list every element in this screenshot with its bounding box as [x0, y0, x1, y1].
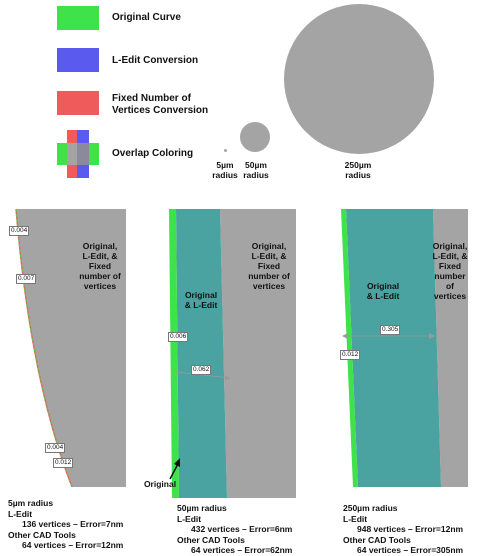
panel-50um: Original, L-Edit, & Fixed number of vert… [144, 209, 296, 498]
circle-5um-label: 5µm radius [212, 160, 238, 180]
measurement-label: 0.006 [168, 332, 189, 342]
legend-fixed-label-1: Fixed Number of [112, 93, 191, 104]
measurement-label: 0.305 [380, 325, 401, 335]
circle-50um [240, 122, 270, 152]
measurement-label: 0.004 [9, 226, 30, 236]
stats-250um: 250µm radius L-Edit 948 vertices – Error… [343, 503, 464, 555]
fixed-vertices-swatch [57, 91, 99, 115]
measurement-label: 0.012 [340, 350, 361, 360]
panel-250um-label: Original, L-Edit, & Fixed number of vert… [432, 241, 468, 301]
measurement-label: 0.062 [191, 365, 212, 375]
measurement-label: 0.004 [45, 443, 66, 453]
panel-50um-label: Original, L-Edit, & Fixed number of vert… [248, 241, 290, 291]
panel-250um: Original, L-Edit, & Fixed number of vert… [340, 209, 468, 487]
panel-50um-inner-label: Original & L-Edit [184, 290, 218, 310]
stats-50um: 50µm radius L-Edit 432 vertices – Error=… [177, 503, 293, 555]
original-arrow-label: Original [143, 479, 177, 489]
panel-50um-shape [169, 209, 296, 498]
panel-5um-label: Original, L-Edit, & Fixed number of vert… [79, 241, 121, 291]
overlap-swatch [57, 130, 99, 178]
circle-250um-label: 250µm radius [344, 160, 372, 180]
original-curve-swatch [57, 6, 99, 30]
circle-50um-label: 50µm radius [243, 160, 269, 180]
stats-5um: 5µm radius L-Edit 136 vertices – Error=7… [8, 498, 124, 550]
circle-250um [284, 4, 434, 154]
circle-5um [224, 149, 227, 152]
panel-250um-shape [341, 209, 468, 487]
legend-overlap-label: Overlap Coloring [112, 148, 194, 159]
legend-fixed-label-2: Vertices Conversion [112, 105, 209, 116]
panel-5um: Original, L-Edit, & Fixed number of vert… [5, 209, 126, 487]
measurement-label: 0.007 [16, 274, 37, 284]
panel-250um-inner-label: Original & L-Edit [366, 281, 400, 301]
legend-ledit-label: L-Edit Conversion [112, 55, 199, 66]
legend-original-label: Original Curve [112, 12, 181, 23]
ledit-conversion-swatch [57, 48, 99, 72]
measurement-label: 0.012 [53, 458, 74, 468]
